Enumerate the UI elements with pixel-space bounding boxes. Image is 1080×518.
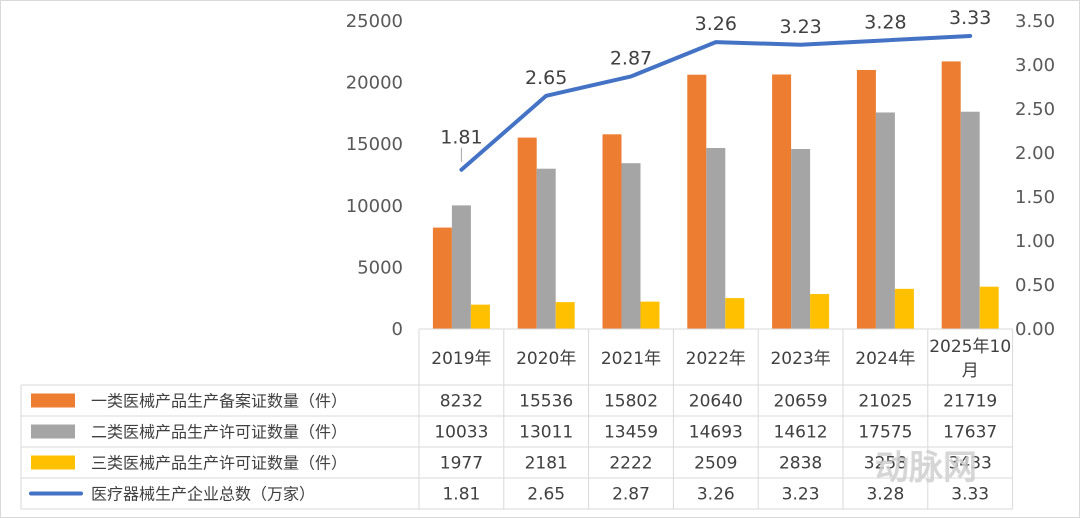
category-label: 2023年 <box>770 349 830 369</box>
series-name-label: 一类医械产品生产备案证数量（件） <box>91 392 347 411</box>
y-right-tick-label: 3.00 <box>1015 55 1055 76</box>
bar-2 <box>706 147 726 329</box>
category-label: 2024年 <box>855 349 915 369</box>
bar-1 <box>687 74 707 329</box>
data-table: 2019年 2020年 2021年 2022年 2023年 2024年 2025年10 月一类… <box>20 328 1014 510</box>
bar-3 <box>894 288 914 329</box>
table-cell: 2.65 <box>527 485 565 505</box>
category-label: 月 <box>962 361 979 381</box>
table-cell: 3.23 <box>782 485 820 505</box>
table-cell: 17575 <box>858 423 912 443</box>
bar-1 <box>602 134 622 329</box>
line-data-label: 1.81 <box>440 127 482 149</box>
table-cell: 3.28 <box>866 485 904 505</box>
table-cell: 21719 <box>943 392 997 412</box>
table-cell: 15802 <box>604 392 658 412</box>
table-cell: 21025 <box>858 392 912 412</box>
table-cell: 2.87 <box>612 485 650 505</box>
series-name-label: 医疗器械生产企业总数（万家） <box>91 485 315 504</box>
bar-2 <box>536 168 556 329</box>
table-cell: 10033 <box>434 423 488 443</box>
table-cell: 3.26 <box>697 485 735 505</box>
bar-3 <box>640 301 660 329</box>
table-cell: 8232 <box>440 392 483 412</box>
bar-2 <box>791 148 811 329</box>
table-cell: 17637 <box>943 423 997 443</box>
table-cell: 13011 <box>519 423 573 443</box>
line-data-label: 2.65 <box>525 67 567 89</box>
category-label: 2025年10 <box>929 337 1011 357</box>
legend-swatch <box>31 424 75 439</box>
table-cell: 3.33 <box>951 485 989 505</box>
line-layer: 1.81 2.65 2.87 3.26 3.23 3.28 3.33 <box>440 7 991 172</box>
category-label: 2020年 <box>516 349 576 369</box>
series-name-label: 二类医械产品生产许可证数量（件） <box>91 423 347 442</box>
bars-layer <box>432 61 999 330</box>
bar-2 <box>621 163 641 329</box>
bar-3 <box>470 304 490 329</box>
y-left-tick-label: 5000 <box>357 257 403 278</box>
table-cell: 13459 <box>604 423 658 443</box>
series-name-label: 三类医械产品生产许可证数量（件） <box>91 454 347 473</box>
table-cell: 1.81 <box>442 485 480 505</box>
table-cell: 2222 <box>609 454 652 474</box>
y-right-tick-label: 0.50 <box>1015 275 1055 296</box>
category-label: 2021年 <box>601 349 661 369</box>
category-label: 2022年 <box>686 349 746 369</box>
y-left-tick-label: 25000 <box>346 11 403 32</box>
bar-1 <box>856 69 876 330</box>
legend-swatch <box>31 455 75 470</box>
watermark: 动脉网 <box>875 448 977 488</box>
y-left-tick-label: 10000 <box>346 196 403 217</box>
bar-3 <box>979 286 999 329</box>
watermark-layer: 动脉网 <box>875 448 977 488</box>
bar-3 <box>555 302 575 329</box>
y-right-tick-label: 2.50 <box>1015 99 1055 120</box>
table-cell: 3433 <box>949 454 992 474</box>
table-cell: 14693 <box>689 423 743 443</box>
y-right-tick-label: 1.50 <box>1015 187 1055 208</box>
line-data-label: 3.28 <box>864 11 906 33</box>
y-left-tick-label: 0 <box>392 319 403 340</box>
line-data-label: 3.26 <box>695 13 737 35</box>
bar-2 <box>960 111 980 329</box>
bar-3 <box>810 294 830 329</box>
bar-1 <box>941 61 961 329</box>
bar-1 <box>772 74 792 330</box>
table-cell: 3258 <box>864 454 907 474</box>
table-cell: 20640 <box>689 392 743 412</box>
legend-swatch <box>31 393 75 408</box>
y-left-tick-label: 15000 <box>346 134 403 155</box>
axes-layer: 0 5000 10000 15000 20000 25000 0.00 0.50 1.00 1.5… <box>346 11 1055 340</box>
table-cell: 2838 <box>779 454 822 474</box>
y-right-tick-label: 0.00 <box>1015 319 1055 340</box>
bar-3 <box>725 298 745 329</box>
table-cell: 1977 <box>440 454 483 474</box>
table-cell: 2181 <box>525 454 568 474</box>
line-data-label: 3.23 <box>779 16 821 38</box>
category-label: 2019年 <box>431 349 491 369</box>
y-right-tick-label: 3.50 <box>1015 11 1055 32</box>
bar-1 <box>517 137 537 329</box>
line-data-label: 3.33 <box>949 7 991 29</box>
line-series-total-companies <box>459 33 973 172</box>
bar-2 <box>875 112 895 329</box>
table-cell: 2509 <box>694 454 737 474</box>
bar-2 <box>451 205 471 329</box>
y-right-tick-label: 1.00 <box>1015 231 1055 252</box>
table-cell: 14612 <box>774 423 828 443</box>
table-cell: 15536 <box>519 392 573 412</box>
y-left-tick-label: 20000 <box>346 73 403 94</box>
line-data-label: 2.87 <box>610 47 652 69</box>
table-cell: 20659 <box>774 392 828 412</box>
y-right-tick-label: 2.00 <box>1015 143 1055 164</box>
bar-1 <box>432 227 452 329</box>
